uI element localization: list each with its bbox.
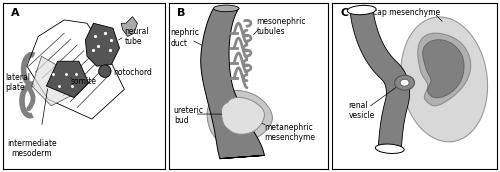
Text: A: A xyxy=(10,8,19,18)
Text: somite: somite xyxy=(71,77,97,85)
Text: cap mesenchyme: cap mesenchyme xyxy=(372,8,440,17)
Text: C: C xyxy=(340,8,348,18)
Polygon shape xyxy=(32,56,71,106)
Text: lateral
plate: lateral plate xyxy=(6,73,31,92)
Ellipse shape xyxy=(376,144,404,153)
Polygon shape xyxy=(121,17,138,36)
Ellipse shape xyxy=(348,5,376,15)
Polygon shape xyxy=(222,97,264,134)
Circle shape xyxy=(98,65,111,77)
Ellipse shape xyxy=(214,5,239,12)
Text: renal
vesicle: renal vesicle xyxy=(348,101,375,120)
Text: metanephric
mesenchyme: metanephric mesenchyme xyxy=(264,122,316,142)
FancyArrowPatch shape xyxy=(29,88,33,109)
Polygon shape xyxy=(350,9,410,149)
Ellipse shape xyxy=(394,75,414,90)
Polygon shape xyxy=(423,40,464,98)
Text: intermediate
mesoderm: intermediate mesoderm xyxy=(7,139,56,158)
Polygon shape xyxy=(46,61,88,98)
Polygon shape xyxy=(207,90,272,147)
Text: nephric
duct: nephric duct xyxy=(170,28,200,48)
Text: ureteric
bud: ureteric bud xyxy=(174,106,204,125)
Polygon shape xyxy=(418,33,470,106)
Text: neural
tube: neural tube xyxy=(124,27,149,46)
Polygon shape xyxy=(86,23,119,66)
Text: mesonephric
tubules: mesonephric tubules xyxy=(256,17,306,36)
Ellipse shape xyxy=(401,17,488,142)
Ellipse shape xyxy=(400,79,409,86)
Polygon shape xyxy=(200,8,264,159)
Text: notochord: notochord xyxy=(113,68,152,77)
Text: B: B xyxy=(177,8,186,18)
